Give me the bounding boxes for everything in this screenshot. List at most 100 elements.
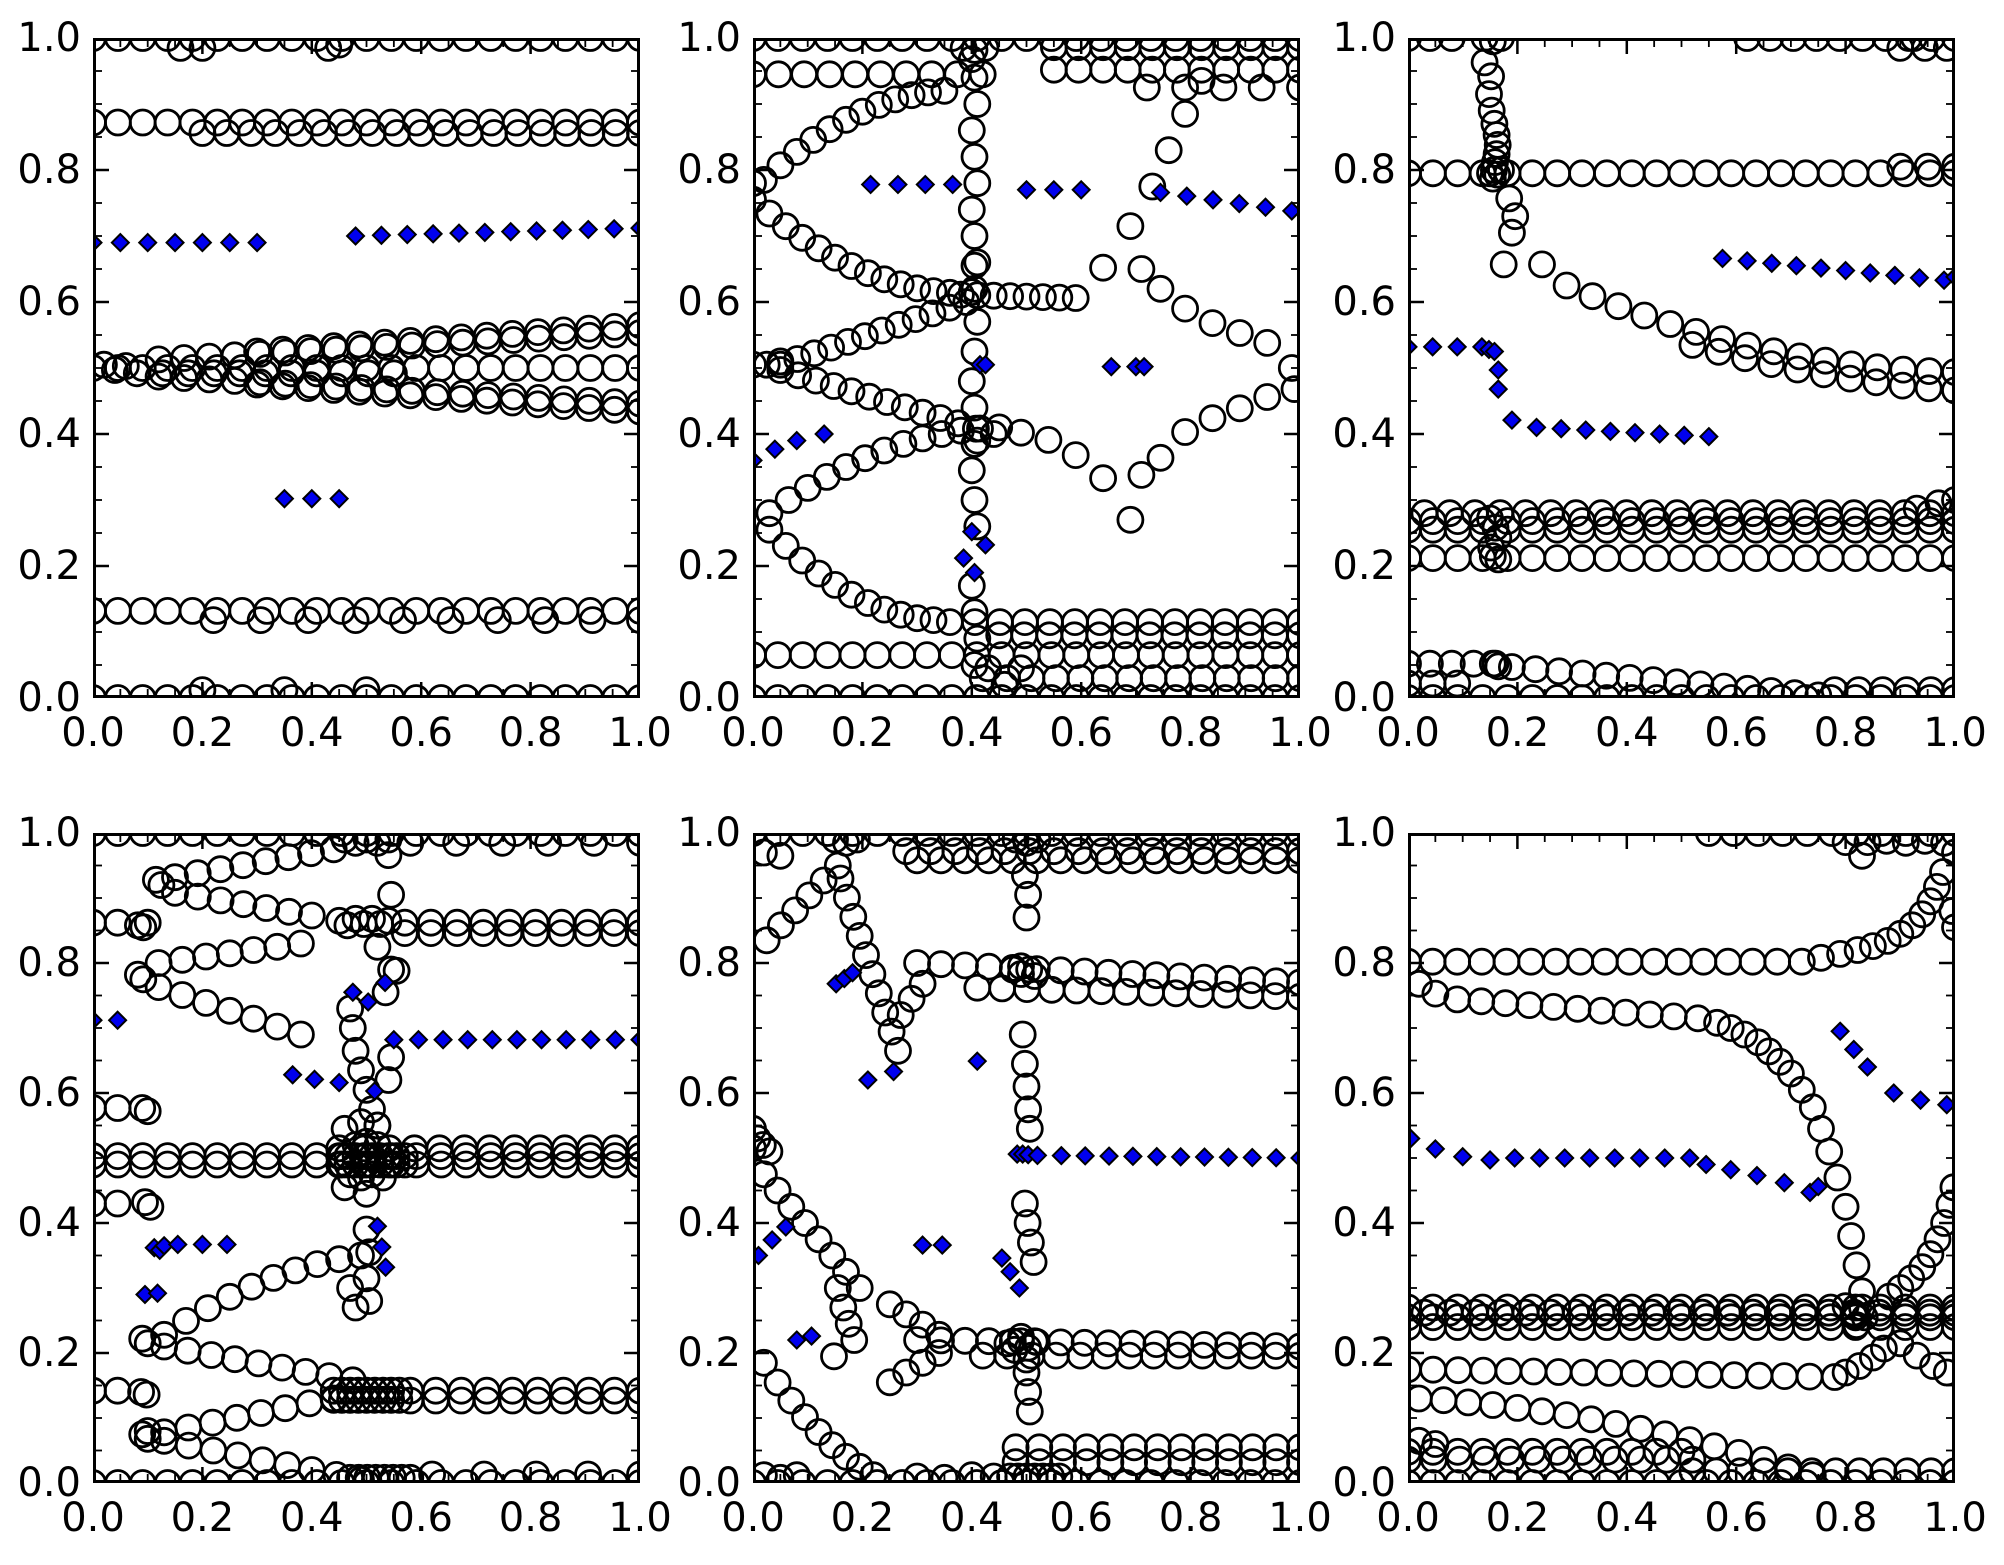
data-point-circle: [626, 1150, 640, 1179]
data-point-diamond: [1176, 186, 1197, 207]
data-point-circle: [1515, 991, 1544, 1020]
data-point-circle: [1467, 987, 1496, 1016]
x-tick-label: 0.0: [61, 710, 125, 756]
x-tick-label: 0.6: [1704, 710, 1768, 756]
data-point-diamond: [764, 439, 785, 460]
data-point-circle: [103, 1376, 132, 1405]
subplot-top-middle: [753, 38, 1300, 698]
data-point-circle: [888, 1469, 917, 1483]
data-point-circle: [841, 60, 869, 89]
data-point-circle: [104, 833, 132, 847]
data-point-circle: [1700, 1432, 1729, 1461]
data-point-circle: [804, 1418, 833, 1446]
data-point-circle: [1286, 608, 1300, 636]
y-tick-label: 0.4: [17, 411, 81, 457]
data-point-circle: [800, 339, 829, 368]
data-point-diamond: [408, 1029, 429, 1050]
data-point-circle: [1484, 652, 1513, 681]
data-point-circle: [278, 1469, 306, 1483]
data-point-circle: [1015, 1397, 1044, 1426]
x-tick-label: 1.0: [1923, 710, 1987, 756]
data-point-diamond: [1452, 1146, 1473, 1167]
data-point-circle: [1261, 982, 1290, 1011]
data-point-circle: [192, 988, 220, 1017]
plot-area-top-left: [93, 38, 640, 698]
x-tick-label: 0.0: [1376, 710, 1440, 756]
data-point-circle: [914, 78, 942, 107]
data-point-circle: [1842, 1311, 1871, 1340]
data-point-diamond: [1016, 179, 1037, 200]
data-point-circle: [867, 316, 896, 345]
data-point-circle: [1211, 833, 1240, 847]
data-point-circle: [766, 1463, 795, 1483]
data-point-circle: [263, 932, 292, 961]
data-point-diamond: [1579, 1148, 1600, 1168]
data-point-circle: [1037, 833, 1066, 847]
data-point-circle: [601, 833, 629, 847]
data-point-diamond: [1075, 1145, 1096, 1166]
data-point-circle: [1010, 1189, 1039, 1218]
x-tick-label: 0.6: [1049, 1495, 1113, 1541]
data-point-diamond: [1883, 1083, 1904, 1103]
data-point-diamond: [1447, 336, 1468, 357]
data-point-circle: [766, 841, 795, 870]
data-point-circle: [1286, 982, 1300, 1011]
data-point-circle: [551, 833, 580, 847]
data-point-circle: [1132, 73, 1161, 102]
y-tick-label: 0.6: [17, 279, 81, 325]
data-point-circle: [848, 97, 877, 126]
data-point-diamond: [375, 1257, 396, 1278]
data-point-circle: [352, 833, 381, 854]
data-point-circle: [1919, 1352, 1947, 1380]
data-point-circle: [925, 1339, 953, 1367]
data-point-circle: [1630, 301, 1659, 330]
data-point-circle: [1478, 542, 1507, 570]
axes-frame: [753, 833, 1300, 1483]
data-point-circle: [927, 420, 956, 448]
data-point-circle: [427, 354, 456, 382]
data-point-circle: [817, 333, 845, 362]
data-point-diamond: [397, 224, 418, 245]
data-point-circle: [979, 420, 1008, 448]
data-point-circle: [1695, 1360, 1724, 1389]
x-tick-label: 0.2: [830, 1495, 895, 1541]
data-point-diamond: [345, 226, 366, 246]
axes-frame: [753, 38, 1300, 698]
x-tick-label: 0.2: [830, 710, 895, 756]
data-point-circle: [580, 833, 608, 857]
data-point-circle: [766, 356, 795, 384]
data-point-circle: [1913, 152, 1942, 181]
data-point-circle: [222, 1403, 251, 1432]
data-point-circle: [133, 908, 162, 937]
data-point-circle: [1154, 136, 1183, 165]
data-point-diamond: [1575, 420, 1596, 440]
data-point-circle: [1280, 375, 1300, 403]
data-point-circle: [1518, 159, 1547, 188]
data-point-circle: [526, 354, 555, 382]
data-point-circle: [1923, 1225, 1952, 1254]
data-point-circle: [302, 1469, 331, 1483]
data-point-circle: [1807, 943, 1835, 972]
data-point-circle: [766, 151, 795, 180]
data-point-circle: [960, 486, 989, 514]
data-point-circle: [626, 919, 640, 947]
data-point-circle: [1518, 544, 1547, 572]
data-point-circle: [198, 1408, 227, 1437]
data-point-circle: [358, 1160, 386, 1189]
data-point-circle: [930, 76, 959, 105]
data-point-diamond: [1860, 263, 1881, 283]
y-tick-label: 0.0: [17, 675, 81, 721]
data-point-circle: [1831, 1358, 1860, 1387]
data-point-circle: [626, 1134, 640, 1163]
data-point-circle: [963, 426, 992, 455]
data-point-circle: [297, 839, 325, 868]
data-point-circle: [908, 1348, 937, 1377]
data-point-circle: [1568, 659, 1597, 688]
data-point-circle: [1286, 968, 1300, 997]
x-tick-label: 0.4: [1594, 1495, 1659, 1541]
data-point-circle: [908, 398, 937, 427]
data-point-circle: [1841, 1469, 1870, 1483]
data-point-diamond: [1502, 410, 1522, 431]
data-point-circle: [302, 684, 331, 698]
data-point-diamond: [975, 354, 996, 375]
